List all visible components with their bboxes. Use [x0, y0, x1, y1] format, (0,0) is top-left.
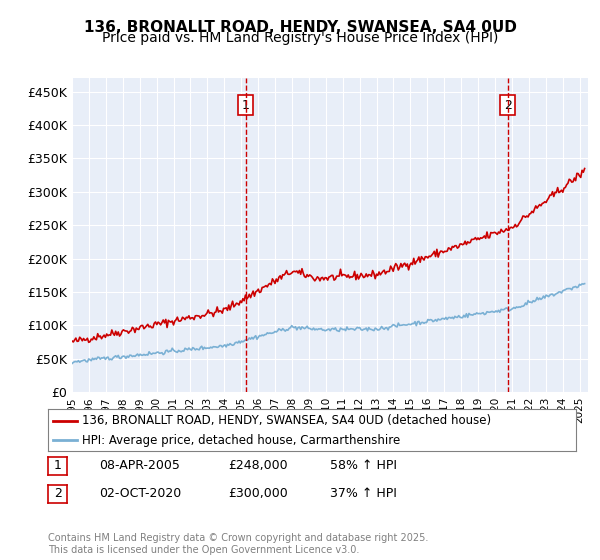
Text: Contains HM Land Registry data © Crown copyright and database right 2025.
This d: Contains HM Land Registry data © Crown c… — [48, 533, 428, 555]
Text: 02-OCT-2020: 02-OCT-2020 — [99, 487, 181, 501]
Text: 2: 2 — [53, 487, 62, 501]
Text: 37% ↑ HPI: 37% ↑ HPI — [330, 487, 397, 501]
Text: HPI: Average price, detached house, Carmarthenshire: HPI: Average price, detached house, Carm… — [82, 434, 401, 447]
Text: £248,000: £248,000 — [228, 459, 287, 473]
Text: 136, BRONALLT ROAD, HENDY, SWANSEA, SA4 0UD: 136, BRONALLT ROAD, HENDY, SWANSEA, SA4 … — [83, 20, 517, 35]
Text: 2: 2 — [504, 99, 512, 111]
Text: 136, BRONALLT ROAD, HENDY, SWANSEA, SA4 0UD (detached house): 136, BRONALLT ROAD, HENDY, SWANSEA, SA4 … — [82, 414, 491, 427]
Text: Price paid vs. HM Land Registry's House Price Index (HPI): Price paid vs. HM Land Registry's House … — [102, 31, 498, 45]
Text: £300,000: £300,000 — [228, 487, 288, 501]
Text: 1: 1 — [53, 459, 62, 473]
Text: 1: 1 — [242, 99, 250, 111]
Text: 58% ↑ HPI: 58% ↑ HPI — [330, 459, 397, 473]
Text: 08-APR-2005: 08-APR-2005 — [99, 459, 180, 473]
